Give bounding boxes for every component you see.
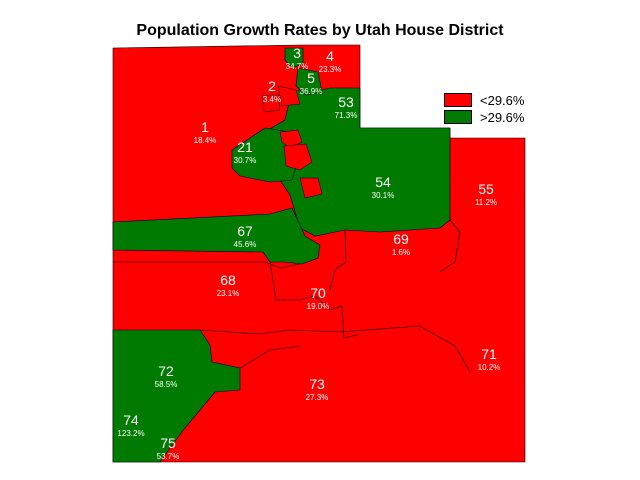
district-75-number: 75 xyxy=(160,435,176,451)
district-21-rate: 30.7% xyxy=(234,156,257,165)
district-1-number: 1 xyxy=(201,119,209,135)
district-55-number: 55 xyxy=(478,181,494,197)
legend-swatch-low xyxy=(444,93,472,107)
district-boundaries xyxy=(113,219,471,373)
district-54-number: 54 xyxy=(375,174,391,190)
urban-patches xyxy=(261,85,323,199)
region-5 xyxy=(295,67,323,96)
legend-label-high: >29.6% xyxy=(480,109,525,125)
district-53-number: 53 xyxy=(338,94,354,110)
region-72-74 xyxy=(112,329,241,463)
district-73-number: 73 xyxy=(309,376,325,392)
district-75-rate: 53.7% xyxy=(157,452,180,461)
district-5-number: 5 xyxy=(307,70,315,86)
district-71-rate: 10.2% xyxy=(478,363,501,372)
district-3-rate: 34.7% xyxy=(286,62,309,71)
district-4-rate: 23.3% xyxy=(319,65,342,74)
district-68-number: 68 xyxy=(220,272,236,288)
district-21-number: 21 xyxy=(237,139,253,155)
district-69-rate: 1.6% xyxy=(392,248,410,257)
district-68-rate: 23.1% xyxy=(217,289,240,298)
district-55-rate: 11.2% xyxy=(475,198,497,207)
legend-item-high: >29.6% xyxy=(444,109,525,125)
district-72-rate: 58.5% xyxy=(155,380,178,389)
district-74-number: 74 xyxy=(123,412,139,428)
region-21 xyxy=(231,127,299,183)
district-69-number: 69 xyxy=(393,231,409,247)
district-3-number: 3 xyxy=(293,45,301,61)
district-54-rate: 30.1% xyxy=(372,191,395,200)
district-67-number: 67 xyxy=(237,223,253,239)
district-1-rate: 18.4% xyxy=(194,136,217,145)
district-67-rate: 45.6% xyxy=(234,240,257,249)
district-2-rate: 3.4% xyxy=(263,95,281,104)
district-labels: 118.4%23.4%334.7%423.3%536.9%2130.7%5371… xyxy=(117,45,500,461)
legend-swatch-high xyxy=(444,110,472,124)
district-70-rate: 19.0% xyxy=(307,302,330,311)
district-74-rate: 123.2% xyxy=(117,429,144,438)
legend-item-low: <29.6% xyxy=(444,92,525,108)
district-53-rate: 71.3% xyxy=(335,111,358,120)
map-title: Population Growth Rates by Utah House Di… xyxy=(136,22,504,39)
legend-label-low: <29.6% xyxy=(480,92,525,108)
region-67 xyxy=(112,207,321,265)
district-73-rate: 27.3% xyxy=(306,393,329,402)
district-70-number: 70 xyxy=(310,285,326,301)
district-5-rate: 36.9% xyxy=(300,87,323,96)
district-71-number: 71 xyxy=(481,346,497,362)
district-2-number: 2 xyxy=(268,78,276,94)
high-growth-regions xyxy=(112,47,451,463)
region-3 xyxy=(284,47,304,69)
district-72-number: 72 xyxy=(158,363,174,379)
district-4-number: 4 xyxy=(326,48,334,64)
